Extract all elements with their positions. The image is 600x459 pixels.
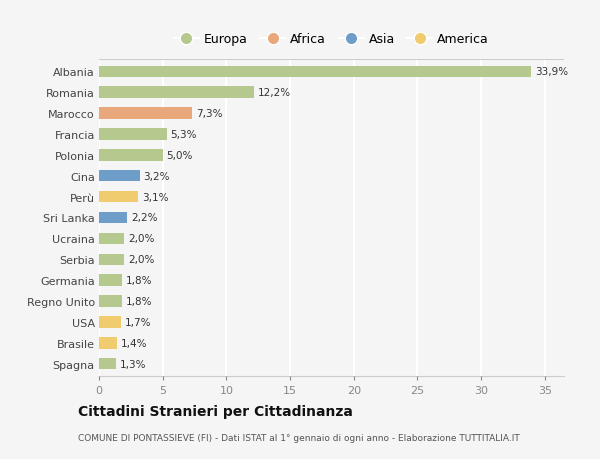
Bar [99, 233, 124, 245]
Text: COMUNE DI PONTASSIEVE (FI) - Dati ISTAT al 1° gennaio di ogni anno - Elaborazion: COMUNE DI PONTASSIEVE (FI) - Dati ISTAT … [78, 433, 520, 442]
Text: 7,3%: 7,3% [196, 109, 223, 119]
Bar [99, 296, 122, 307]
Bar [99, 87, 254, 99]
Bar [99, 191, 139, 203]
Text: 12,2%: 12,2% [258, 88, 292, 98]
Text: Cittadini Stranieri per Cittadinanza: Cittadini Stranieri per Cittadinanza [78, 404, 353, 419]
Text: 3,1%: 3,1% [142, 192, 169, 202]
Text: 1,8%: 1,8% [126, 275, 152, 285]
Text: 5,0%: 5,0% [167, 151, 193, 161]
Text: 2,0%: 2,0% [128, 234, 155, 244]
Bar [99, 108, 192, 120]
Bar [99, 213, 127, 224]
Bar [99, 275, 122, 286]
Text: 1,3%: 1,3% [119, 359, 146, 369]
Bar [99, 254, 124, 265]
Text: 5,3%: 5,3% [170, 130, 197, 140]
Bar [99, 358, 116, 369]
Text: 1,8%: 1,8% [126, 297, 152, 306]
Legend: Europa, Africa, Asia, America: Europa, Africa, Asia, America [169, 28, 494, 51]
Bar [99, 150, 163, 161]
Bar [99, 129, 167, 140]
Bar [99, 67, 531, 78]
Text: 2,0%: 2,0% [128, 255, 155, 265]
Bar [99, 171, 140, 182]
Bar [99, 337, 117, 349]
Text: 1,7%: 1,7% [124, 317, 151, 327]
Text: 2,2%: 2,2% [131, 213, 157, 223]
Text: 33,9%: 33,9% [535, 67, 568, 77]
Bar [99, 316, 121, 328]
Text: 3,2%: 3,2% [143, 171, 170, 181]
Text: 1,4%: 1,4% [121, 338, 147, 348]
